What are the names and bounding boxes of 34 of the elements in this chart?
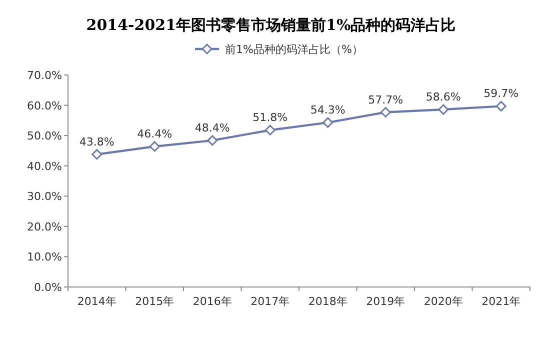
x-tick-label: 2020年 (424, 295, 463, 308)
point (149, 141, 160, 152)
x-tick-label: 2018年 (308, 295, 348, 308)
x-tick-label: 2016年 (192, 295, 232, 308)
x-tick-label: 2015年 (135, 295, 174, 308)
point (438, 104, 449, 115)
data-label: 48.4% (194, 121, 230, 134)
legend-label: 前1%品种的码洋占比（%） (225, 43, 363, 56)
chart-title: 2014-2021年图书零售市场销量前1%品种的码洋占比 (86, 16, 456, 34)
point (92, 149, 102, 160)
data-label: 43.8% (79, 135, 114, 148)
y-tick-label: 40.0% (27, 160, 62, 173)
y-tick-label: 70.0% (27, 69, 62, 82)
data-label: 51.8% (252, 111, 288, 124)
x-tick-label: 2021年 (482, 295, 521, 308)
x-tick-label: 2019年 (366, 295, 406, 308)
y-tick-label: 30.0% (27, 190, 62, 204)
y-tick-label: 50.0% (27, 130, 62, 143)
point (496, 100, 506, 112)
point (322, 117, 334, 128)
data-label: 57.7% (368, 93, 404, 106)
y-tick-label: 0.0% (34, 281, 62, 294)
x-tick-label: 2014年 (77, 295, 116, 308)
point (380, 107, 391, 118)
y-tick-label: 60.0% (27, 99, 62, 112)
y-tick-label: 20.0% (27, 220, 62, 234)
data-label: 54.3% (310, 104, 346, 117)
data-label: 58.6% (426, 90, 461, 104)
data-label: 46.4% (137, 127, 172, 140)
x-tick-label: 2017年 (250, 295, 290, 308)
y-tick-label: 10.0% (27, 250, 62, 264)
point (207, 135, 218, 146)
data-label: 59.7% (484, 87, 519, 100)
point (264, 124, 276, 136)
